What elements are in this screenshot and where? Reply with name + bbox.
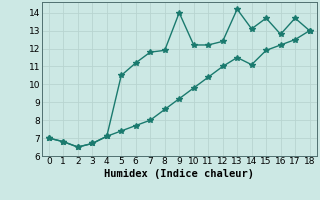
- X-axis label: Humidex (Indice chaleur): Humidex (Indice chaleur): [104, 169, 254, 179]
